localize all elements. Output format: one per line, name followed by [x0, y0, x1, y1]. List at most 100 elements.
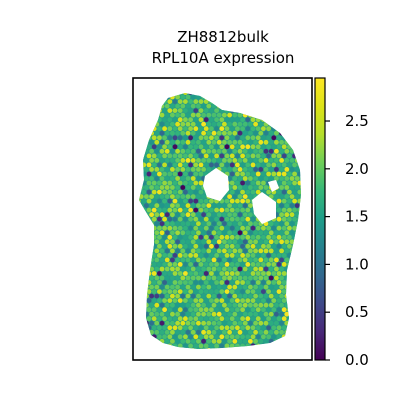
expression-spot — [201, 212, 206, 217]
expression-spot — [235, 262, 240, 267]
expression-spot — [209, 325, 214, 330]
expression-spot — [183, 244, 188, 249]
expression-spot — [162, 325, 167, 330]
expression-spot — [217, 285, 222, 290]
expression-spot — [160, 294, 165, 299]
expression-spot — [149, 312, 154, 317]
expression-spot — [282, 271, 287, 276]
expression-spot — [235, 334, 240, 339]
expression-spot — [152, 154, 157, 159]
expression-spot — [269, 140, 274, 145]
expression-spot — [261, 244, 266, 249]
expression-spot — [193, 334, 198, 339]
expression-spot — [149, 194, 154, 199]
expression-spot — [230, 172, 235, 177]
expression-spot — [196, 230, 201, 235]
expression-spot — [167, 99, 172, 104]
expression-spot — [274, 303, 279, 308]
expression-spot — [180, 122, 185, 127]
expression-spot — [212, 140, 217, 145]
expression-spot — [183, 99, 188, 104]
expression-spot — [175, 104, 180, 109]
expression-spot — [245, 217, 250, 222]
expression-spot — [269, 239, 274, 244]
expression-spot — [147, 181, 152, 186]
expression-spot — [183, 126, 188, 131]
expression-spot — [180, 330, 185, 335]
expression-spot — [214, 289, 219, 294]
expression-spot — [212, 312, 217, 317]
expression-spot — [287, 181, 292, 186]
expression-spot — [214, 325, 219, 330]
expression-spot — [160, 113, 165, 118]
expression-spot — [147, 307, 152, 312]
expression-spot — [162, 144, 167, 149]
expression-spot — [256, 307, 261, 312]
expression-spot — [186, 267, 191, 272]
expression-spot — [178, 217, 183, 222]
expression-spot — [292, 217, 297, 222]
expression-spot — [248, 303, 253, 308]
expression-spot — [186, 140, 191, 145]
expression-spot — [199, 163, 204, 168]
expression-spot — [165, 230, 170, 235]
expression-spot — [186, 104, 191, 109]
expression-spot — [165, 167, 170, 172]
expression-spot — [238, 267, 243, 272]
expression-spot — [253, 249, 258, 254]
expression-spot — [277, 208, 282, 213]
expression-spot — [165, 203, 170, 208]
expression-spot — [284, 194, 289, 199]
expression-spot — [170, 185, 175, 190]
expression-spot — [201, 321, 206, 326]
expression-spot — [183, 117, 188, 122]
expression-spot — [290, 158, 295, 163]
expression-spot — [258, 249, 263, 254]
expression-spot — [154, 230, 159, 235]
expression-spot — [227, 203, 232, 208]
expression-spot — [162, 117, 167, 122]
expression-spot — [178, 253, 183, 258]
expression-spot — [274, 285, 279, 290]
expression-spot — [227, 212, 232, 217]
expression-spot — [165, 312, 170, 317]
expression-spot — [180, 113, 185, 118]
expression-spot — [256, 226, 261, 231]
expression-spot — [217, 239, 222, 244]
expression-spot — [178, 208, 183, 213]
expression-spot — [209, 344, 214, 349]
expression-spot — [258, 122, 263, 127]
expression-spot — [256, 181, 261, 186]
expression-spot — [173, 244, 178, 249]
expression-spot — [232, 339, 237, 344]
expression-spot — [193, 108, 198, 113]
expression-spot — [196, 339, 201, 344]
expression-spot — [170, 230, 175, 235]
expression-spot — [261, 126, 266, 131]
expression-spot — [243, 212, 248, 217]
expression-spot — [256, 253, 261, 258]
expression-spot — [248, 239, 253, 244]
expression-spot — [183, 172, 188, 177]
expression-spot — [245, 208, 250, 213]
expression-spot — [209, 126, 214, 131]
expression-spot — [212, 158, 217, 163]
expression-spot — [180, 258, 185, 263]
expression-spot — [269, 221, 274, 226]
expression-spot — [245, 253, 250, 258]
expression-spot — [209, 154, 214, 159]
expression-spot — [227, 239, 232, 244]
expression-spot — [199, 126, 204, 131]
expression-spot — [167, 144, 172, 149]
expression-spot — [238, 258, 243, 263]
expression-spot — [160, 131, 165, 136]
expression-spot — [201, 339, 206, 344]
expression-spot — [212, 113, 217, 118]
expression-spot — [240, 208, 245, 213]
expression-spot — [170, 321, 175, 326]
expression-spot — [186, 303, 191, 308]
expression-spot — [199, 108, 204, 113]
expression-spot — [193, 154, 198, 159]
expression-spot — [217, 131, 222, 136]
expression-spot — [188, 289, 193, 294]
